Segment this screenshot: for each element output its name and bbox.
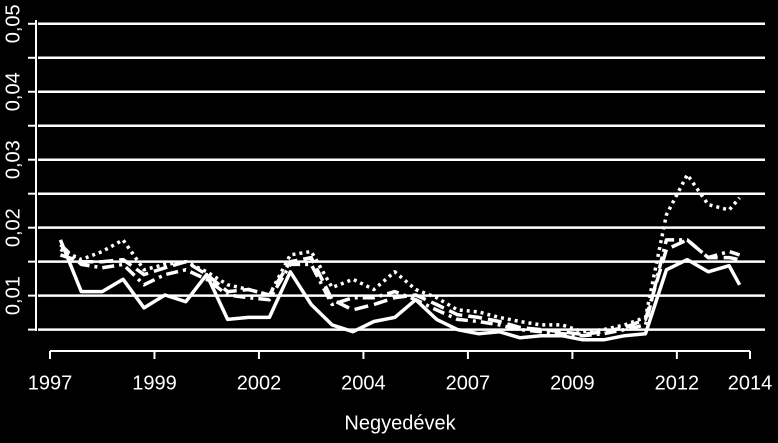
x-tick-label: 2007 (446, 372, 491, 394)
x-tick-label: 2009 (550, 372, 595, 394)
y-tick-label: 0,02 (2, 208, 24, 247)
x-tick-label: 2014 (728, 372, 773, 394)
series-line (59, 172, 741, 334)
x-tick-label: 2004 (341, 372, 386, 394)
x-tick-label: 1997 (28, 372, 73, 394)
x-tick-label: 2002 (237, 372, 282, 394)
y-tick-label: 0,05 (2, 4, 24, 43)
y-tick-label: 0,04 (2, 72, 24, 111)
x-tick-label: 2012 (655, 372, 700, 394)
series-line (58, 239, 742, 342)
series-line (59, 238, 741, 338)
y-tick-label: 0,01 (2, 276, 24, 315)
y-tick-label: 0,03 (2, 140, 24, 179)
x-axis-label: Negyedévek (344, 412, 456, 434)
x-tick-label: 1999 (132, 372, 177, 394)
